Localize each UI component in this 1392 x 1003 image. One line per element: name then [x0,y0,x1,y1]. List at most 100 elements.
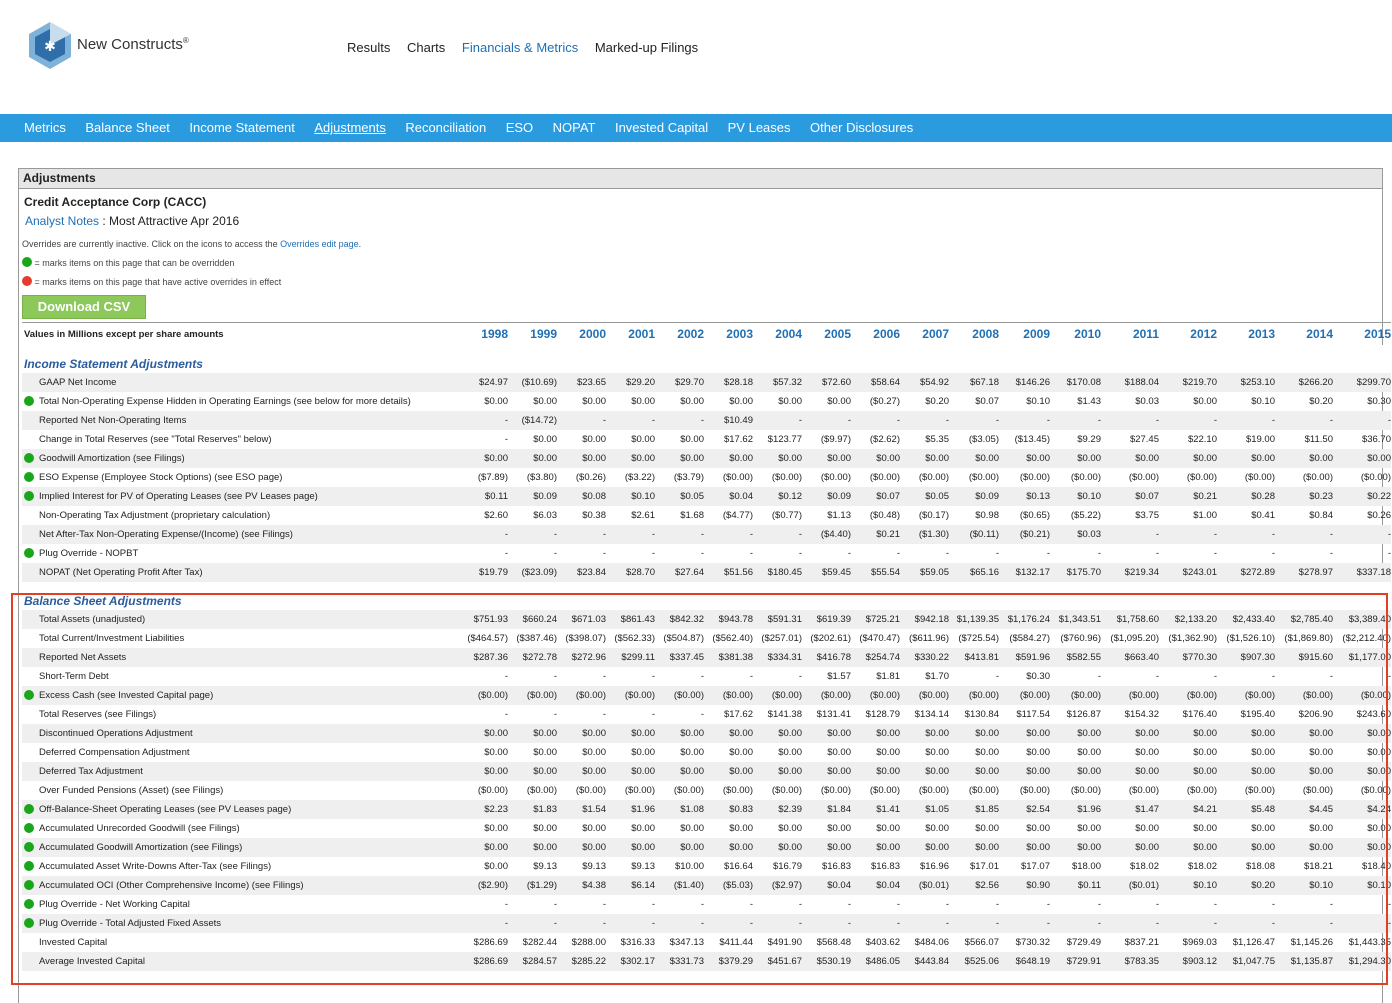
nav-marked-up-filings[interactable]: Marked-up Filings [594,40,699,55]
row-label-cell: Reported Net Assets [22,648,458,667]
value-cell: $0.00 [999,838,1050,857]
value-cell: - [1050,411,1101,430]
value-cell: ($0.00) [1186,472,1217,483]
year-header-2001[interactable]: 2001 [606,322,655,345]
value-cell: $0.00 [655,762,704,781]
subnav-balance-sheet[interactable]: Balance Sheet [85,120,170,135]
value-cell: $0.10 [1026,396,1050,407]
row-label: Reported Net Assets [39,652,127,663]
value-cell: ($0.00) [722,472,753,483]
value-cell: - [508,525,557,544]
section-header: Income Statement Adjustments [22,345,1391,373]
nav-financials-metrics[interactable]: Financials & Metrics [461,40,579,55]
value-cell: $243.60 [1356,709,1391,720]
table-row: Goodwill Amortization (see Filings) $0.00… [22,449,1391,468]
year-header-2010[interactable]: 2010 [1050,322,1101,345]
year-header-2013[interactable]: 2013 [1217,322,1275,345]
subnav-invested-capital[interactable]: Invested Capital [614,120,709,135]
value-cell: ($1.40) [655,876,704,895]
override-dot-icon[interactable] [24,548,34,558]
value-cell: $566.07 [964,937,999,948]
subnav-other-disclosures[interactable]: Other Disclosures [809,120,914,135]
value-cell: $299.11 [606,648,655,667]
value-cell: $24.97 [458,373,508,392]
value-cell: $491.90 [767,937,802,948]
value-cell: ($0.00) [771,785,802,796]
value-cell: $0.00 [484,747,508,758]
table-row: Change in Total Reserves (see "Total Res… [22,430,1391,449]
row-label-cell: Off-Balance-Sheet Operating Leases (see … [22,800,458,819]
year-header-2009[interactable]: 2009 [999,322,1050,345]
subnav-reconciliation[interactable]: Reconciliation [405,120,487,135]
value-cell: $0.12 [753,487,802,506]
row-label-cell: Accumulated Asset Write-Downs After-Tax … [22,857,458,876]
row-label: Total Current/Investment Liabilities [39,633,185,644]
override-dot-icon[interactable] [24,472,34,482]
year-header-2012[interactable]: 2012 [1159,322,1217,345]
override-dot-icon[interactable] [24,823,34,833]
subnav-metrics[interactable]: Metrics [24,120,66,135]
new-constructs-logo-icon[interactable]: ✱ [26,20,74,70]
brand-name[interactable]: New Constructs® [77,36,189,53]
overrides-edit-link[interactable]: Overrides edit page [280,239,359,249]
value-cell: $0.00 [1367,823,1391,834]
year-header-2011[interactable]: 2011 [1101,322,1159,345]
nav-results[interactable]: Results [347,40,391,55]
analyst-notes-link[interactable]: Analyst Notes [25,214,100,228]
override-dot-icon[interactable] [24,491,34,501]
override-dot-icon[interactable] [24,453,34,463]
year-header-2006[interactable]: 2006 [851,322,900,345]
value-cell: ($504.87) [663,633,704,644]
value-cell: $0.00 [753,724,802,743]
value-cell: $0.00 [949,724,999,743]
subnav-income-statement[interactable]: Income Statement [189,120,295,135]
value-cell: - [1275,411,1333,430]
subnav-adjustments[interactable]: Adjustments [314,120,386,135]
override-dot-icon[interactable] [24,842,34,852]
override-dot-icon[interactable] [24,690,34,700]
override-dot-icon[interactable] [24,899,34,909]
year-header-2000[interactable]: 2000 [557,322,606,345]
value-cell: - [651,709,655,720]
table-row: Net After-Tax Non-Operating Expense/(Inc… [22,525,1391,544]
override-dot-icon[interactable] [24,880,34,890]
override-dot-icon[interactable] [24,396,34,406]
value-cell: ($3.05) [968,434,999,445]
value-cell: $0.00 [458,449,508,468]
override-dot-icon[interactable] [24,918,34,928]
value-cell: $1.70 [925,671,949,682]
year-header-2005[interactable]: 2005 [802,322,851,345]
value-cell: - [1046,899,1050,910]
value-cell: ($0.00) [1217,686,1275,705]
year-header-2008[interactable]: 2008 [949,322,999,345]
year-header-2002[interactable]: 2002 [655,322,704,345]
value-cell: $0.00 [533,396,557,407]
value-cell: $0.00 [900,762,949,781]
year-header-2015[interactable]: 2015 [1333,322,1391,345]
row-label: Total Non-Operating Expense Hidden in Op… [39,396,411,407]
year-header-2014[interactable]: 2014 [1275,322,1333,345]
override-dot-icon[interactable] [24,804,34,814]
value-cell: ($2.90) [458,876,508,895]
nav-charts[interactable]: Charts [406,40,446,55]
value-cell: $0.00 [582,747,606,758]
year-header-1999[interactable]: 1999 [508,322,557,345]
value-cell: ($0.00) [673,785,704,796]
value-cell: ($0.00) [1159,686,1217,705]
value-cell: $0.00 [778,396,802,407]
subnav-eso[interactable]: ESO [505,120,534,135]
value-cell: - [949,914,999,933]
year-header-2003[interactable]: 2003 [704,322,753,345]
value-cell: $29.20 [606,373,655,392]
value-cell: $51.56 [704,563,753,582]
value-cell: $486.05 [851,952,900,971]
subnav-nopat[interactable]: NOPAT [552,120,596,135]
year-header-2004[interactable]: 2004 [753,322,802,345]
year-header-2007[interactable]: 2007 [900,322,949,345]
value-cell: $0.20 [1217,876,1275,895]
subnav-pv-leases[interactable]: PV Leases [727,120,791,135]
year-header-1998[interactable]: 1998 [458,322,508,345]
override-dot-icon[interactable] [24,861,34,871]
value-cell: ($0.17) [918,510,949,521]
download-csv-button[interactable]: Download CSV [22,295,146,319]
